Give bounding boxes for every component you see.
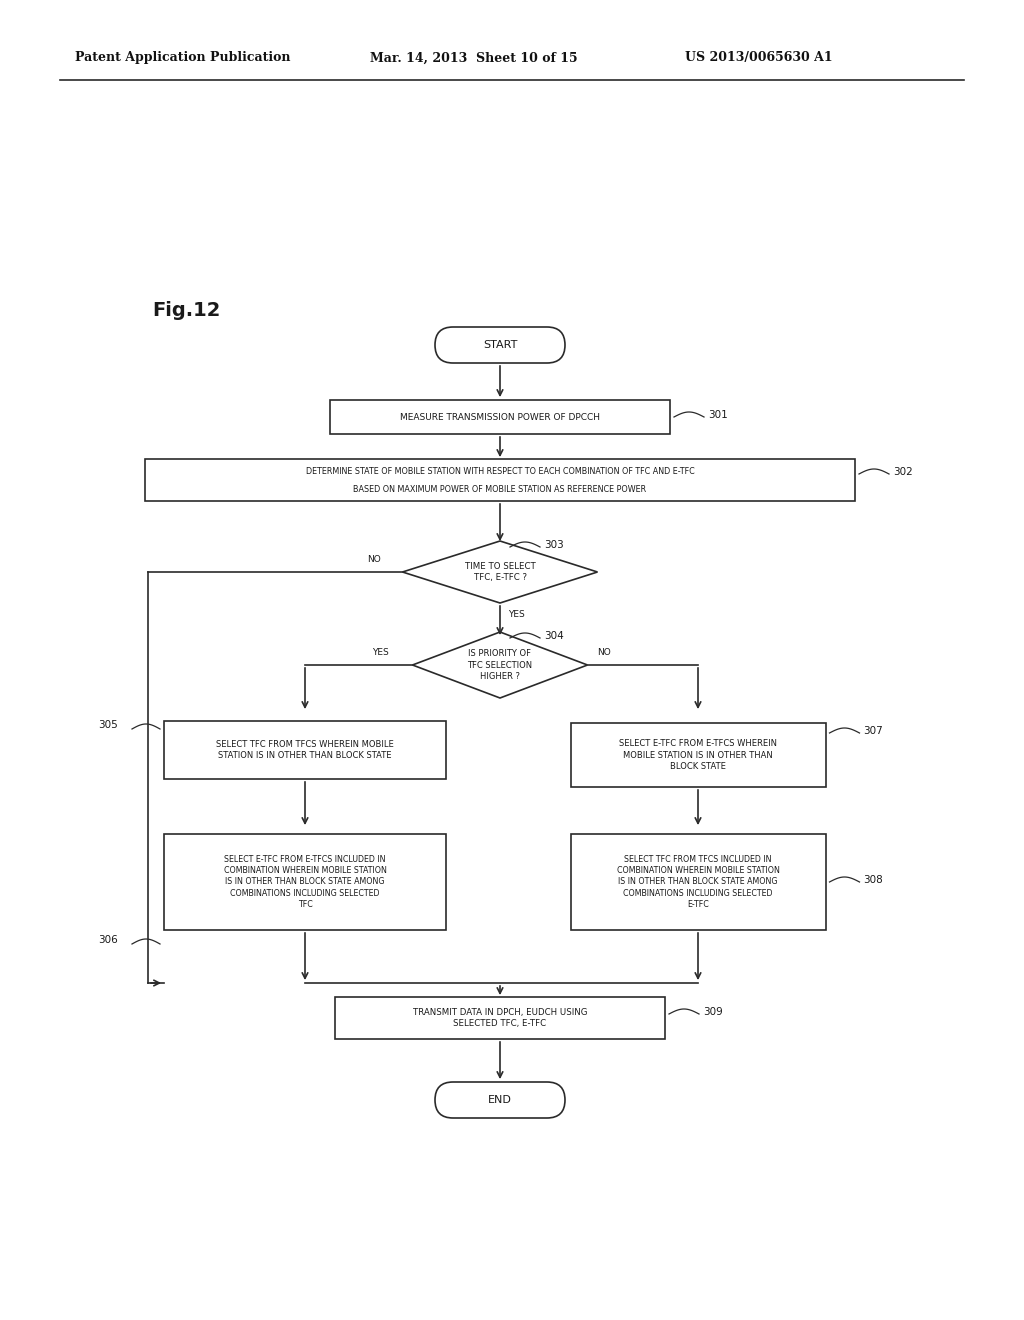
Bar (164, 721, 446, 779)
Text: TRANSMIT DATA IN DPCH, EUDCH USING
SELECTED TFC, E-TFC: TRANSMIT DATA IN DPCH, EUDCH USING SELEC… (413, 1007, 587, 1028)
FancyBboxPatch shape (435, 327, 565, 363)
Polygon shape (413, 632, 588, 698)
Text: Patent Application Publication: Patent Application Publication (75, 51, 291, 65)
Text: BASED ON MAXIMUM POWER OF MOBILE STATION AS REFERENCE POWER: BASED ON MAXIMUM POWER OF MOBILE STATION… (353, 484, 646, 494)
Text: SELECT E-TFC FROM E-TFCS WHEREIN
MOBILE STATION IS IN OTHER THAN
BLOCK STATE: SELECT E-TFC FROM E-TFCS WHEREIN MOBILE … (618, 739, 777, 771)
Text: NO: NO (597, 648, 611, 657)
Text: 301: 301 (708, 411, 728, 420)
Text: Fig.12: Fig.12 (152, 301, 220, 319)
Text: NO: NO (368, 554, 381, 564)
Text: SELECT TFC FROM TFCS INCLUDED IN
COMBINATION WHEREIN MOBILE STATION
IS IN OTHER : SELECT TFC FROM TFCS INCLUDED IN COMBINA… (616, 854, 779, 909)
Text: DETERMINE STATE OF MOBILE STATION WITH RESPECT TO EACH COMBINATION OF TFC AND E-: DETERMINE STATE OF MOBILE STATION WITH R… (305, 466, 694, 475)
Text: Mar. 14, 2013  Sheet 10 of 15: Mar. 14, 2013 Sheet 10 of 15 (370, 51, 578, 65)
Text: 302: 302 (893, 467, 912, 477)
Bar (570, 834, 825, 931)
Text: 306: 306 (98, 935, 118, 945)
Text: 307: 307 (863, 726, 884, 737)
Bar (164, 834, 446, 931)
Text: SELECT TFC FROM TFCS WHEREIN MOBILE
STATION IS IN OTHER THAN BLOCK STATE: SELECT TFC FROM TFCS WHEREIN MOBILE STAT… (216, 739, 394, 760)
Text: TIME TO SELECT
TFC, E-TFC ?: TIME TO SELECT TFC, E-TFC ? (465, 562, 536, 582)
Bar (330, 400, 670, 434)
Text: SELECT E-TFC FROM E-TFCS INCLUDED IN
COMBINATION WHEREIN MOBILE STATION
IS IN OT: SELECT E-TFC FROM E-TFCS INCLUDED IN COM… (223, 854, 386, 909)
FancyBboxPatch shape (435, 1082, 565, 1118)
Text: 305: 305 (98, 719, 118, 730)
Text: MEASURE TRANSMISSION POWER OF DPCCH: MEASURE TRANSMISSION POWER OF DPCCH (400, 412, 600, 421)
Text: IS PRIORITY OF
TFC SELECTION
HIGHER ?: IS PRIORITY OF TFC SELECTION HIGHER ? (467, 649, 532, 681)
Text: 304: 304 (544, 631, 564, 642)
Text: START: START (482, 341, 517, 350)
Bar (570, 723, 825, 787)
Bar (335, 997, 665, 1039)
Text: YES: YES (373, 648, 389, 657)
Text: END: END (488, 1096, 512, 1105)
Text: 309: 309 (703, 1007, 723, 1016)
Text: 303: 303 (544, 540, 564, 550)
Bar (145, 459, 855, 502)
Text: YES: YES (508, 610, 524, 619)
Polygon shape (402, 541, 597, 603)
Text: US 2013/0065630 A1: US 2013/0065630 A1 (685, 51, 833, 65)
Text: 308: 308 (863, 875, 884, 884)
